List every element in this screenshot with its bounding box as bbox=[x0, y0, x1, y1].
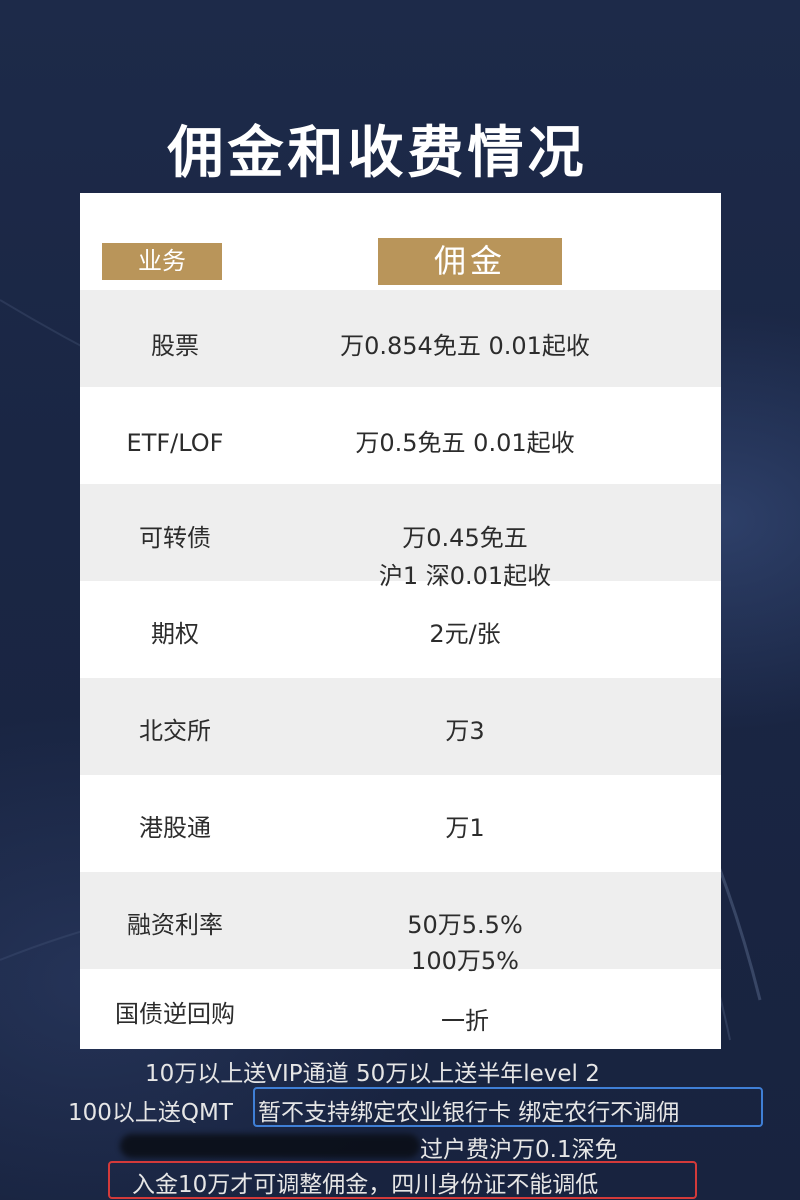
note-abc-bank: 暂不支持绑定农业银行卡 绑定农行不调佣 bbox=[258, 1100, 680, 1126]
row-value: 万1 bbox=[445, 814, 485, 842]
table-row: 北交所 万3 bbox=[80, 678, 721, 775]
table-row: 可转债 万0.45免五 沪1 深0.01起收 bbox=[80, 484, 721, 590]
table-row: 融资利率 50万5.5% 100万5% bbox=[80, 872, 721, 975]
row-value-line1: 万0.45免五 bbox=[402, 524, 528, 552]
table-row: 股票 万0.854免五 0.01起收 bbox=[80, 290, 721, 387]
row-name: 港股通 bbox=[139, 814, 211, 842]
note-vip-level2: 10万以上送VIP通道 50万以上送半年level 2 bbox=[145, 1061, 600, 1087]
row-name: 可转债 bbox=[139, 524, 211, 552]
highlight-box-blue bbox=[253, 1087, 763, 1127]
commission-table: 业务 佣金 股票 万0.854免五 0.01起收 ETF/LOF 万0.5免五 … bbox=[80, 193, 721, 1049]
header-commission: 佣金 bbox=[378, 238, 562, 285]
note-transfer-fee: 过户费沪万0.1深免 bbox=[420, 1137, 618, 1163]
note-deposit-requirement: 入金10万才可调整佣金，四川身份证不能调低 bbox=[132, 1172, 599, 1198]
table-row: 期权 2元/张 bbox=[80, 581, 721, 678]
redaction-mark bbox=[120, 1134, 420, 1158]
table-row: ETF/LOF 万0.5免五 0.01起收 bbox=[80, 387, 721, 484]
row-name: 国债逆回购 bbox=[115, 1000, 235, 1028]
row-name: 股票 bbox=[151, 332, 199, 360]
page-title: 佣金和收费情况 bbox=[167, 120, 588, 186]
header-business: 业务 bbox=[102, 243, 222, 280]
row-name: 融资利率 bbox=[127, 911, 223, 939]
row-value-line1: 50万5.5% bbox=[407, 911, 523, 939]
table-header: 业务 佣金 bbox=[80, 193, 721, 290]
row-value: 一折 bbox=[441, 1007, 489, 1035]
row-name: 北交所 bbox=[139, 717, 211, 745]
row-value: 万0.854免五 0.01起收 bbox=[340, 332, 590, 360]
row-value: 万0.5免五 0.01起收 bbox=[355, 429, 575, 457]
row-value-line2: 沪1 深0.01起收 bbox=[378, 562, 552, 590]
row-name: ETF/LOF bbox=[126, 429, 224, 457]
row-value: 万3 bbox=[445, 717, 485, 745]
note-qmt: 100以上送QMT bbox=[68, 1100, 233, 1126]
table-row: 国债逆回购 一折 bbox=[80, 969, 721, 1049]
table-row: 港股通 万1 bbox=[80, 775, 721, 872]
row-value: 2元/张 bbox=[429, 620, 501, 648]
highlight-box-red bbox=[108, 1161, 697, 1199]
row-name: 期权 bbox=[151, 620, 199, 648]
row-value-line2: 100万5% bbox=[411, 947, 519, 975]
